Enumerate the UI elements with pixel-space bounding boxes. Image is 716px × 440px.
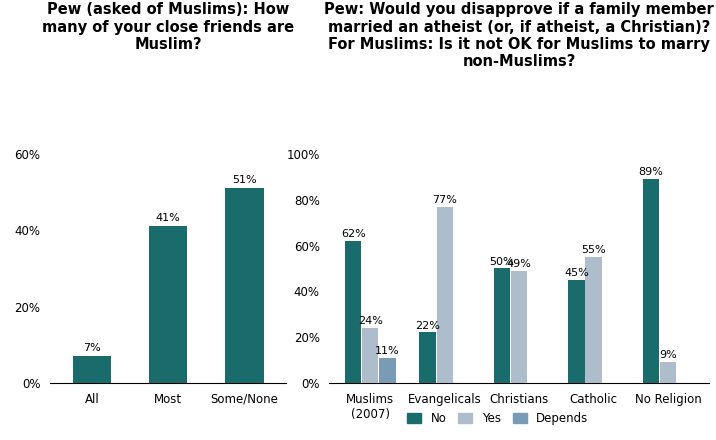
Bar xyxy=(659,362,676,383)
Bar xyxy=(226,188,263,383)
Bar xyxy=(420,333,436,383)
Bar xyxy=(585,257,601,383)
Text: Pew: Would you disapprove if a family member
married an atheist (or, if atheist,: Pew: Would you disapprove if a family me… xyxy=(324,2,714,70)
Text: 22%: 22% xyxy=(415,321,440,330)
Text: 89%: 89% xyxy=(639,167,663,177)
Bar xyxy=(437,207,453,383)
Bar xyxy=(149,227,188,383)
Text: 9%: 9% xyxy=(659,350,677,360)
Bar xyxy=(73,356,111,383)
Bar xyxy=(362,328,379,383)
Text: 50%: 50% xyxy=(490,257,514,267)
Text: 24%: 24% xyxy=(358,316,383,326)
Text: 45%: 45% xyxy=(564,268,589,278)
Text: 11%: 11% xyxy=(375,346,400,356)
Text: 51%: 51% xyxy=(232,175,257,185)
Bar xyxy=(345,241,362,383)
Bar xyxy=(494,268,511,383)
Bar xyxy=(569,280,584,383)
Bar xyxy=(379,358,395,383)
Text: 77%: 77% xyxy=(432,195,457,205)
Text: 55%: 55% xyxy=(581,245,606,255)
Text: 49%: 49% xyxy=(507,259,531,269)
Text: Pew (asked of Muslims): How
many of your close friends are
Muslim?: Pew (asked of Muslims): How many of your… xyxy=(42,2,294,52)
Text: 62%: 62% xyxy=(341,229,366,239)
Legend: No, Yes, Depends: No, Yes, Depends xyxy=(402,407,593,430)
Bar xyxy=(511,271,527,383)
Bar xyxy=(643,179,659,383)
Text: 41%: 41% xyxy=(156,213,180,224)
Text: 7%: 7% xyxy=(83,343,101,353)
